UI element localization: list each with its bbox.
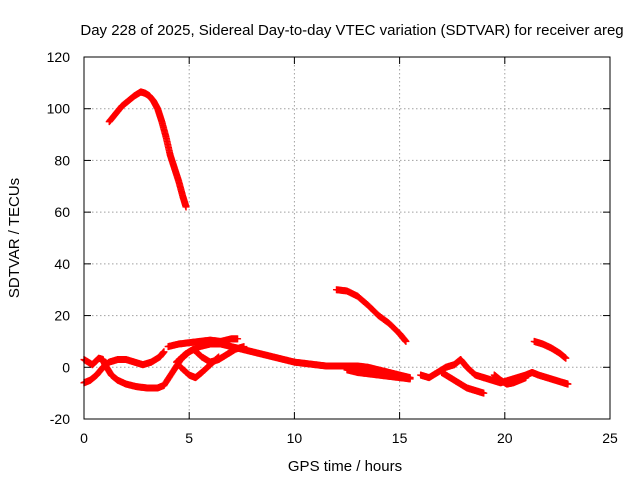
series-arc-8 — [173, 343, 248, 366]
y-tick-label: 60 — [54, 204, 70, 220]
series-arc-3 — [530, 337, 570, 362]
x-tick-label: 10 — [287, 430, 303, 446]
chart-title: Day 228 of 2025, Sidereal Day-to-day VTE… — [80, 22, 623, 39]
series-arc-9 — [177, 353, 223, 382]
data-point — [406, 375, 414, 383]
y-tick-label: 80 — [54, 152, 70, 168]
series-arc-11 — [417, 356, 488, 382]
x-axis-title: GPS time / hours — [288, 458, 402, 475]
y-tick-label: 0 — [62, 359, 70, 375]
data-points — [80, 88, 572, 397]
data-point — [402, 337, 410, 345]
series-arc-14 — [490, 371, 530, 388]
data-point — [240, 343, 248, 351]
data-point — [182, 203, 190, 211]
data-point — [480, 389, 488, 397]
data-point — [160, 348, 168, 356]
x-tick-label: 0 — [80, 430, 88, 446]
data-point — [234, 335, 242, 343]
y-tick-label: 40 — [54, 256, 70, 272]
data-point — [522, 374, 530, 382]
x-tick-label: 20 — [497, 430, 513, 446]
grid — [84, 57, 610, 419]
data-point — [215, 353, 223, 361]
series-arc-1 — [105, 88, 190, 211]
y-axis-title: SDTVAR / TECUs — [6, 178, 23, 298]
y-tick-label: 100 — [47, 101, 71, 117]
y-tick-label: -20 — [50, 411, 70, 427]
x-tick-label: 15 — [392, 430, 408, 446]
y-tick-label: 20 — [54, 308, 70, 324]
series-arc-12 — [438, 368, 488, 397]
series-arc-6 — [80, 348, 168, 387]
data-point — [562, 354, 570, 362]
plot-frame — [83, 56, 611, 420]
series-arc-7 — [164, 335, 242, 351]
x-tick-label: 5 — [185, 430, 193, 446]
x-tick-label: 25 — [602, 430, 618, 446]
series-arc-10 — [343, 366, 414, 383]
series-arc-2 — [332, 286, 410, 345]
y-tick-label: 120 — [47, 49, 71, 65]
axis-ticks: 0 5 10 15 20 25 -20 0 20 40 60 80 100 120 — [47, 49, 618, 446]
data-point — [564, 380, 572, 388]
series-arc-5 — [160, 340, 414, 389]
